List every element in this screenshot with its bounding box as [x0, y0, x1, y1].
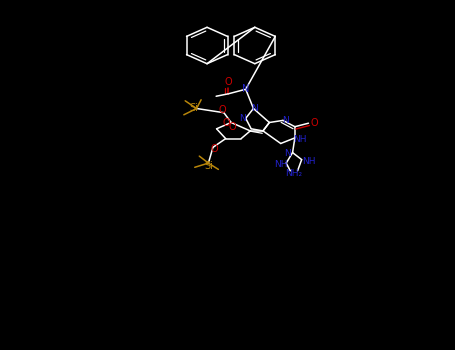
Text: N: N	[251, 104, 258, 113]
Text: O: O	[218, 105, 226, 115]
Text: Si: Si	[190, 104, 199, 113]
Text: N: N	[242, 84, 249, 94]
Text: N: N	[284, 149, 290, 159]
Text: O: O	[310, 118, 318, 128]
Text: O: O	[222, 118, 230, 128]
Text: O: O	[228, 122, 236, 132]
Text: O: O	[225, 77, 232, 87]
Text: O: O	[211, 145, 218, 154]
Text: N: N	[240, 114, 246, 123]
Text: NH: NH	[274, 160, 288, 169]
Text: NH₂: NH₂	[285, 169, 303, 178]
Text: N: N	[283, 116, 289, 125]
Text: NH: NH	[293, 135, 307, 144]
Text: Si: Si	[204, 161, 213, 171]
Text: NH: NH	[302, 156, 316, 166]
